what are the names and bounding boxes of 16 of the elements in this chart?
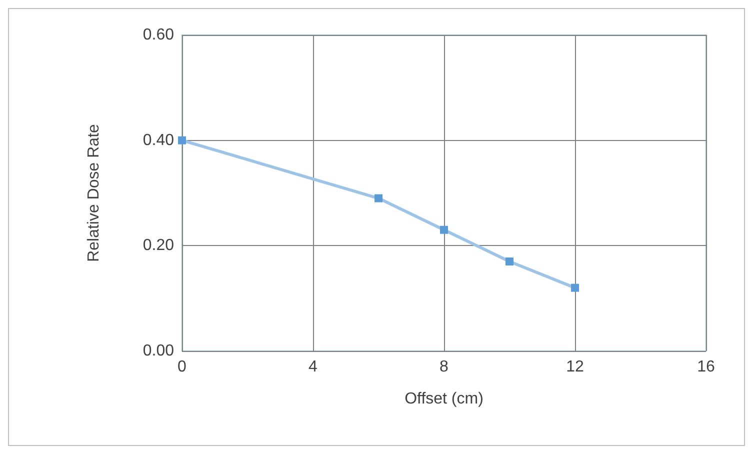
y-tick-label: 0.60 <box>142 26 174 44</box>
y-tick-label: 0.20 <box>142 237 174 254</box>
x-tick-label: 8 <box>440 358 449 376</box>
x-tick-label: 4 <box>308 358 318 376</box>
point <box>440 226 448 234</box>
y-tick-label: 0.40 <box>142 132 174 149</box>
point <box>374 194 382 202</box>
y-tick-label: 0.00 <box>142 342 174 360</box>
x-tick-label: 12 <box>566 358 584 376</box>
point <box>571 284 579 292</box>
point <box>506 257 514 266</box>
x-tick-label: 16 <box>697 358 715 376</box>
y-axis-title: Relative Dose Rate <box>86 124 102 262</box>
point <box>178 136 186 144</box>
x-tick-label: 0 <box>178 358 187 376</box>
x-axis-title: Offset (cm) <box>404 390 484 408</box>
